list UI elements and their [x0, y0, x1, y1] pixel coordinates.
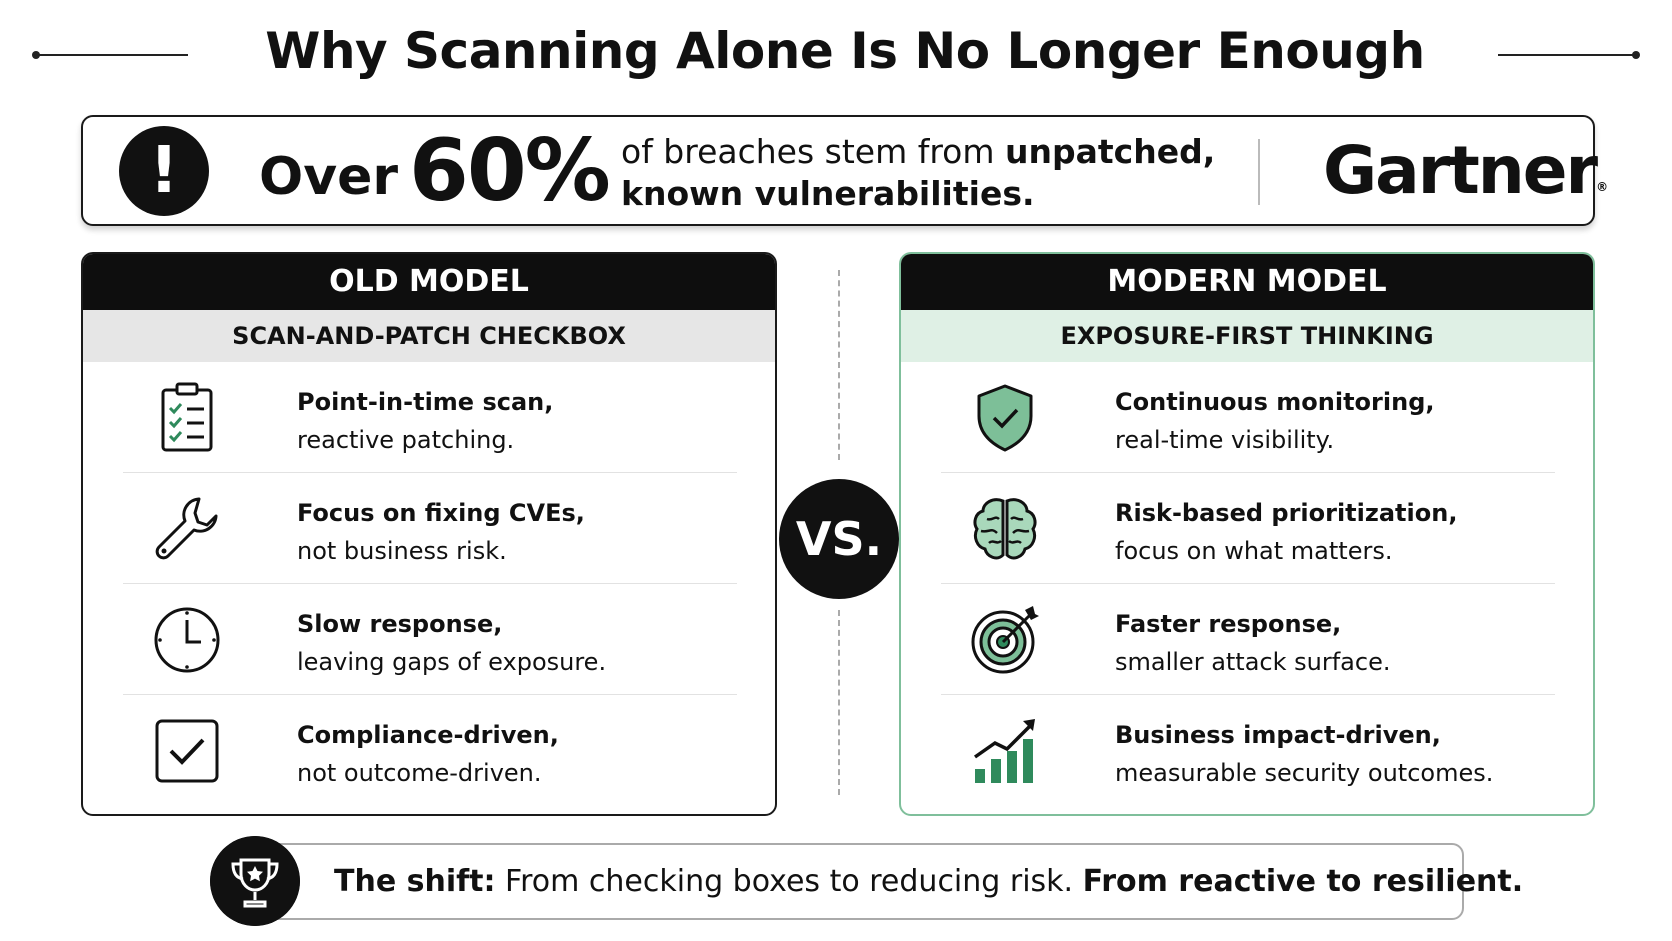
growth-chart-icon [973, 719, 1035, 783]
registered-mark: ® [1596, 180, 1608, 194]
shift-message: The shift: From checking boxes to reduci… [334, 864, 1523, 899]
trophy-icon [210, 836, 300, 926]
exclamation-icon: ! [119, 126, 209, 216]
stat-lead: Over [259, 147, 399, 207]
modern-model-item: Business impact-driven, measurable secur… [941, 695, 1555, 806]
old-item-desc: not outcome-driven. [297, 759, 542, 787]
modern-item-title: Faster response, [1115, 610, 1342, 638]
old-item-title: Focus on fixing CVEs, [297, 499, 585, 527]
modern-model-item: Faster response, smaller attack surface. [941, 584, 1555, 695]
target-icon [971, 606, 1039, 674]
old-model-subheader: SCAN-AND-PATCH CHECKBOX [83, 310, 775, 362]
source-name: Gartner [1323, 132, 1598, 209]
modern-item-desc: smaller attack surface. [1115, 648, 1391, 676]
modern-item-title: Continuous monitoring, [1115, 388, 1435, 416]
stat-text-plain: of breaches stem from [621, 132, 995, 171]
modern-item-desc: measurable security outcomes. [1115, 759, 1494, 787]
stat-description: of breaches stem from unpatched, known v… [621, 131, 1215, 215]
title-row: Why Scanning Alone Is No Longer Enough [0, 22, 1672, 92]
old-item-title: Slow response, [297, 610, 503, 638]
modern-item-title: Business impact-driven, [1115, 721, 1441, 749]
page-title: Why Scanning Alone Is No Longer Enough [265, 22, 1425, 80]
old-model-item: Slow response, leaving gaps of exposure. [123, 584, 737, 695]
stat-divider [1258, 139, 1260, 205]
stat-text-bold-2: known vulnerabilities. [621, 174, 1035, 213]
old-model-item: Compliance-driven, not outcome-driven. [123, 695, 737, 806]
old-item-desc: leaving gaps of exposure. [297, 648, 607, 676]
modern-item-title: Risk-based prioritization, [1115, 499, 1458, 527]
shift-label: The shift: [334, 864, 496, 899]
old-model-panel: OLD MODEL SCAN-AND-PATCH CHECKBOX Point-… [81, 252, 777, 816]
modern-model-panel: MODERN MODEL EXPOSURE-FIRST THINKING Con… [899, 252, 1595, 816]
modern-model-subheader: EXPOSURE-FIRST THINKING [901, 310, 1593, 362]
wrench-icon [155, 497, 218, 560]
shield-check-icon [977, 384, 1033, 452]
shift-text: From checking boxes to reducing risk. [505, 864, 1074, 899]
old-model-item: Point-in-time scan, reactive patching. [123, 362, 737, 473]
old-model-item: Focus on fixing CVEs, not business risk. [123, 473, 737, 584]
vs-divider-bottom [838, 610, 840, 795]
old-item-desc: not business risk. [297, 537, 507, 565]
modern-model-header: MODERN MODEL [901, 254, 1593, 310]
shift-banner [250, 843, 1464, 920]
old-model-header: OLD MODEL [83, 254, 775, 310]
title-divider-right [1498, 51, 1640, 59]
old-item-title: Point-in-time scan, [297, 388, 554, 416]
modern-item-desc: focus on what matters. [1115, 537, 1393, 565]
brain-icon [973, 498, 1037, 560]
vs-divider-top [838, 270, 840, 460]
shift-bold-text: From reactive to resilient. [1082, 864, 1524, 899]
checkbox-icon [155, 719, 219, 783]
stat-text-bold-1: unpatched, [1005, 132, 1216, 171]
old-item-title: Compliance-driven, [297, 721, 559, 749]
old-item-desc: reactive patching. [297, 426, 515, 454]
stat-banner: ! Over 60% of breaches stem from unpatch… [81, 115, 1608, 226]
modern-model-item: Continuous monitoring, real-time visibil… [941, 362, 1555, 473]
modern-item-desc: real-time visibility. [1115, 426, 1335, 454]
source-logo: Gartner® [1323, 132, 1608, 209]
clock-icon [154, 607, 220, 673]
clipboard-checklist-icon [161, 382, 213, 452]
modern-model-item: Risk-based prioritization, focus on what… [941, 473, 1555, 584]
vs-badge: VS. [779, 479, 899, 599]
stat-value: 60% [409, 121, 611, 221]
title-divider-left [32, 51, 188, 59]
